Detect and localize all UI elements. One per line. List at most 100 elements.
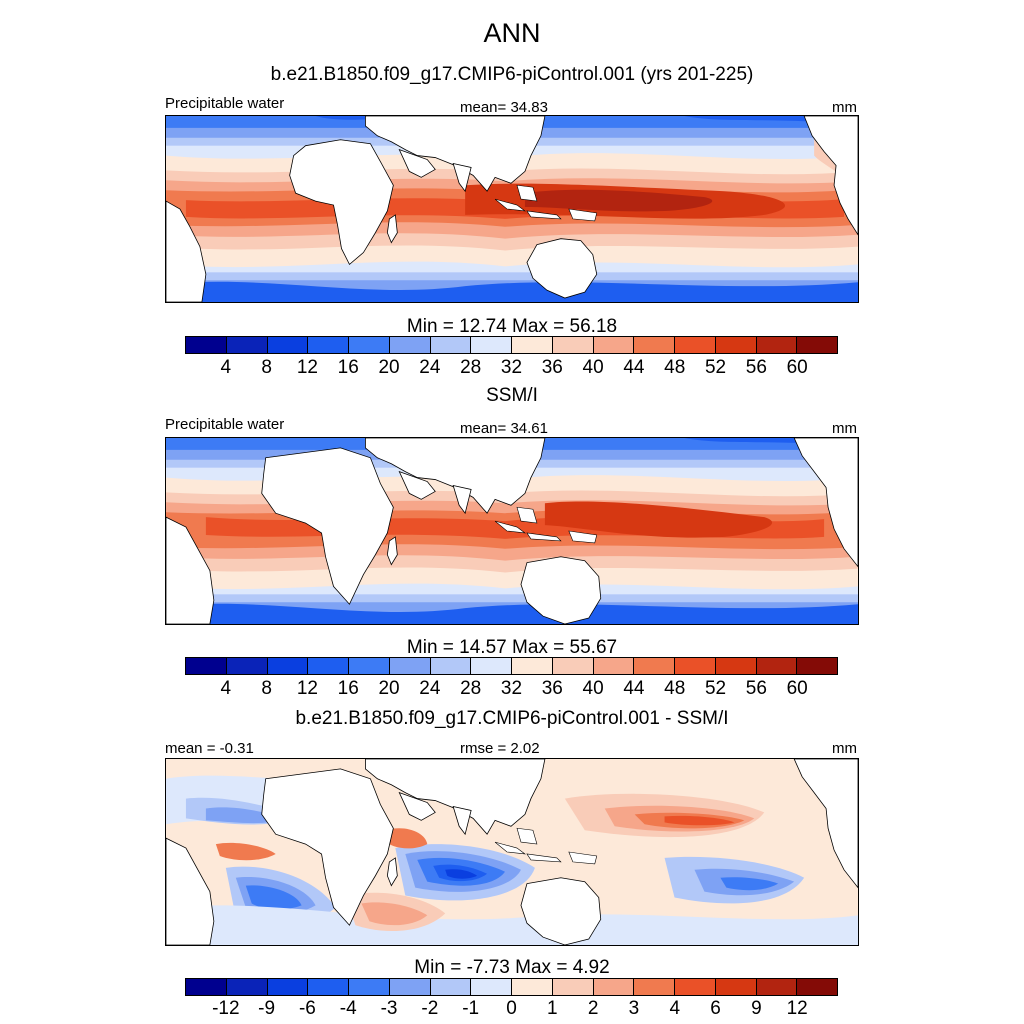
- colorbar-swatch: [715, 337, 757, 353]
- panel2-variable-label: Precipitable water: [165, 416, 285, 433]
- colorbar-swatch: [308, 337, 349, 353]
- colorbar-tick-label: 44: [623, 678, 645, 699]
- colorbar-tick-label: 4: [220, 357, 232, 378]
- colorbar-tick-label: 28: [460, 678, 482, 699]
- colorbar-tick-label: 20: [378, 678, 400, 699]
- colorbar-swatch: [634, 979, 675, 995]
- colorbar-swatch: [593, 979, 635, 995]
- colorbar-tick-label: 8: [261, 357, 272, 378]
- panel1-map: [165, 115, 859, 303]
- colorbar-tick-label: 24: [419, 357, 441, 378]
- colorbar-tick-label: 60: [786, 357, 808, 378]
- colorbar-swatch: [389, 979, 431, 995]
- colorbar-swatch: [471, 979, 512, 995]
- colorbar-tick-label: 4: [220, 678, 232, 699]
- colorbar-tick-label: 16: [337, 357, 359, 378]
- colorbar-tick-label: -1: [462, 998, 480, 1019]
- colorbar-tick-label: 44: [623, 357, 645, 378]
- colorbar-swatch: [512, 658, 553, 674]
- colorbar-tick-label: -9: [258, 998, 276, 1019]
- colorbar-tick-label: 16: [337, 678, 359, 699]
- colorbar-tick-label: 12: [296, 357, 319, 378]
- colorbar-tick-label: 40: [582, 678, 604, 699]
- colorbar-tick-label: 3: [628, 998, 640, 1019]
- colorbar-swatch: [267, 979, 309, 995]
- colorbar-tick-label: -6: [298, 998, 316, 1019]
- figure-title: ANN: [483, 18, 541, 48]
- panel2-units-label: mm: [832, 420, 857, 437]
- colorbar-swatch: [267, 658, 309, 674]
- panel2-map: [165, 437, 859, 625]
- colorbar-tick-label: 1: [547, 998, 558, 1019]
- colorbar-swatch: [349, 979, 390, 995]
- colorbar-tick-label: -4: [339, 998, 357, 1019]
- colorbar-tick-label: 60: [786, 678, 808, 699]
- colorbar-tick-label: 20: [378, 357, 400, 378]
- colorbar-swatch: [797, 658, 837, 674]
- colorbar-swatch: [186, 658, 227, 674]
- colorbar-swatch: [756, 658, 798, 674]
- colorbar-swatch: [512, 979, 553, 995]
- panel1-colorbar-ticks: 4 8 12 16 20 24 28 32 36 40 44 48 52 56 60: [185, 357, 838, 381]
- panel1-title: b.e21.B1850.f09_g17.CMIP6-piControl.001 …: [270, 64, 754, 85]
- colorbar-swatch: [349, 658, 390, 674]
- colorbar-swatch: [756, 337, 798, 353]
- colorbar-tick-label: 6: [710, 998, 721, 1019]
- colorbar-tick-label: -12: [212, 998, 240, 1019]
- panel2-colorbar: [185, 657, 838, 675]
- panel3-units-label: mm: [832, 740, 857, 757]
- colorbar-swatch: [267, 337, 309, 353]
- colorbar-tick-label: 56: [745, 678, 767, 699]
- colorbar-tick-label: 48: [664, 678, 686, 699]
- panel1-minmax: Min = 12.74 Max = 56.18: [406, 316, 618, 337]
- colorbar-swatch: [430, 658, 472, 674]
- colorbar-tick-label: 52: [704, 357, 727, 378]
- colorbar-tick-label: 40: [582, 357, 604, 378]
- panel1-units-label: mm: [832, 99, 857, 116]
- panel3-mean-label: mean = -0.31: [165, 740, 254, 757]
- colorbar-swatch: [389, 658, 431, 674]
- colorbar-swatch: [308, 979, 349, 995]
- panel2-colorbar-ticks: 4 8 12 16 20 24 28 32 36 40 44 48 52 56 60: [185, 678, 838, 702]
- colorbar-tick-label: 24: [419, 678, 441, 699]
- panel1-mean-label: mean= 34.83: [460, 99, 548, 116]
- colorbar-swatch: [186, 337, 227, 353]
- colorbar-tick-label: 8: [261, 678, 272, 699]
- panel3-title: b.e21.B1850.f09_g17.CMIP6-piControl.001 …: [295, 708, 729, 729]
- panel3-map: [165, 758, 859, 946]
- colorbar-tick-label: 28: [460, 357, 482, 378]
- colorbar-tick-label: 48: [664, 357, 686, 378]
- colorbar-swatch: [675, 658, 716, 674]
- colorbar-swatch: [226, 658, 268, 674]
- colorbar-swatch: [797, 337, 837, 353]
- colorbar-tick-label: 4: [669, 998, 681, 1019]
- colorbar-swatch: [389, 337, 431, 353]
- colorbar-swatch: [552, 337, 594, 353]
- colorbar-swatch: [308, 658, 349, 674]
- colorbar-swatch: [593, 337, 635, 353]
- colorbar-swatch: [226, 337, 268, 353]
- colorbar-swatch: [797, 979, 837, 995]
- colorbar-swatch: [471, 337, 512, 353]
- colorbar-tick-label: 56: [745, 357, 767, 378]
- colorbar-swatch: [634, 337, 675, 353]
- panel2-minmax: Min = 14.57 Max = 55.67: [406, 637, 618, 658]
- colorbar-tick-label: -3: [380, 998, 398, 1019]
- colorbar-swatch: [552, 658, 594, 674]
- colorbar-swatch: [430, 337, 472, 353]
- panel2-title: SSM/I: [486, 385, 538, 406]
- colorbar-tick-label: 12: [786, 998, 808, 1019]
- panel3-colorbar: [185, 978, 838, 996]
- panel2-mean-label: mean= 34.61: [460, 420, 548, 437]
- colorbar-swatch: [471, 658, 512, 674]
- colorbar-tick-label: 9: [751, 998, 762, 1019]
- colorbar-tick-label: -2: [421, 998, 439, 1019]
- panel1-variable-label: Precipitable water: [165, 95, 285, 112]
- colorbar-swatch: [593, 658, 635, 674]
- colorbar-swatch: [512, 337, 553, 353]
- colorbar-tick-label: 2: [587, 998, 599, 1019]
- colorbar-tick-label: 0: [506, 998, 517, 1019]
- colorbar-tick-label: 12: [296, 678, 319, 699]
- colorbar-tick-label: 36: [541, 357, 563, 378]
- panel3-minmax: Min = -7.73 Max = 4.92: [414, 957, 610, 978]
